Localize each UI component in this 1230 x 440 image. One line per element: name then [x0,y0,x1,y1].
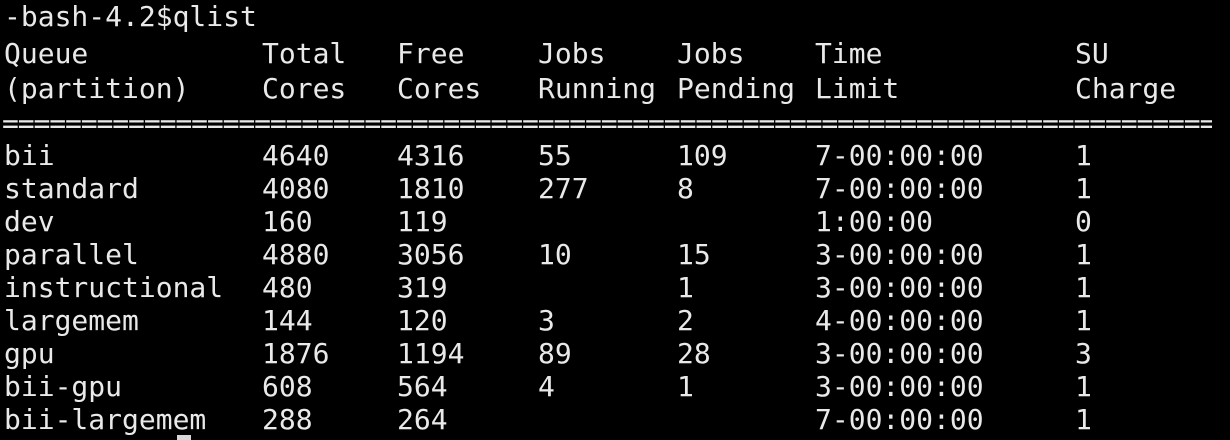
free-cores: 120 [397,304,448,337]
table-row: bii 4640 4316 55 109 7-00:00:00 1 [0,142,1230,176]
total-cores: 4880 [262,238,330,271]
time-limit: 7-00:00:00 [815,139,984,172]
free-cores: 264 [397,403,448,436]
queue-name: largemem [4,304,139,337]
header-limit: Limit [815,72,900,105]
time-limit: 1:00:00 [815,205,934,238]
header-partition: (partition) [4,72,190,105]
header-jobs-pending-top: Jobs [677,37,745,70]
table-row: bii-largemem 288 264 7-00:00:00 1 [0,406,1230,440]
total-cores: 1876 [262,337,330,370]
su-charge: 1 [1075,403,1092,436]
table-header-row-2: (partition) Cores Cores Running Pending … [0,75,1230,109]
header-cores-free: Cores [397,72,482,105]
time-limit: 4-00:00:00 [815,304,984,337]
queue-name: bii [4,139,55,172]
su-charge: 1 [1075,238,1092,271]
total-cores: 288 [262,403,313,436]
header-running: Running [538,72,657,105]
free-cores: 119 [397,205,448,238]
queue-name: dev [4,205,55,238]
jobs-running: 55 [538,139,572,172]
queue-name: parallel [4,238,139,271]
table-row: instructional 480 319 1 3-00:00:00 1 [0,274,1230,308]
jobs-pending: 2 [677,304,694,337]
jobs-running: 3 [538,304,555,337]
time-limit: 3-00:00:00 [815,271,984,304]
time-limit: 7-00:00:00 [815,172,984,205]
header-total: Total [262,37,347,70]
table-row: dev 160 119 1:00:00 0 [0,208,1230,242]
total-cores: 160 [262,205,313,238]
jobs-running: 277 [538,172,589,205]
su-charge: 0 [1075,205,1092,238]
jobs-pending: 28 [677,337,711,370]
total-cores: 144 [262,304,313,337]
jobs-pending: 8 [677,172,694,205]
su-charge: 1 [1075,370,1092,403]
queue-name: standard [4,172,139,205]
header-free: Free [397,37,465,70]
time-limit: 3-00:00:00 [815,337,984,370]
prompt-line: -bash-4.2$qlist [0,0,1230,34]
free-cores: 564 [397,370,448,403]
queue-name: gpu [4,337,55,370]
header-cores-total: Cores [262,72,347,105]
terminal-cursor[interactable] [177,435,191,440]
queue-name: instructional [4,271,224,304]
queue-name: bii-gpu [4,370,123,403]
free-cores: 4316 [397,139,465,172]
table-row: bii-gpu 608 564 4 1 3-00:00:00 1 [0,373,1230,407]
free-cores: 3056 [397,238,465,271]
free-cores: 319 [397,271,448,304]
table-row: largemem 144 120 3 2 4-00:00:00 1 [0,307,1230,341]
header-queue: Queue [4,37,89,70]
table-row: parallel 4880 3056 10 15 3-00:00:00 1 [0,241,1230,275]
su-charge: 1 [1075,271,1092,304]
table-header-row-1: Queue Total Free Jobs Jobs Time SU [0,40,1230,74]
queue-name: bii-largemem [4,403,207,436]
jobs-running: 10 [538,238,572,271]
jobs-pending: 1 [677,271,694,304]
command-prompt: -bash-4.2$qlist [4,0,257,33]
total-cores: 4640 [262,139,330,172]
header-su: SU [1075,37,1109,70]
jobs-pending: 109 [677,139,728,172]
jobs-pending: 1 [677,370,694,403]
time-limit: 3-00:00:00 [815,370,984,403]
su-charge: 3 [1075,337,1092,370]
total-cores: 4080 [262,172,330,205]
free-cores: 1194 [397,337,465,370]
header-charge: Charge [1075,72,1177,105]
su-charge: 1 [1075,139,1092,172]
su-charge: 1 [1075,304,1092,337]
header-time: Time [815,37,883,70]
table-row: standard 4080 1810 277 8 7-00:00:00 1 [0,175,1230,209]
time-limit: 7-00:00:00 [815,403,984,436]
header-jobs-running-top: Jobs [538,37,606,70]
header-separator: ========================================… [2,114,1212,134]
jobs-running: 89 [538,337,572,370]
free-cores: 1810 [397,172,465,205]
jobs-pending: 15 [677,238,711,271]
time-limit: 3-00:00:00 [815,238,984,271]
header-pending: Pending [677,72,796,105]
total-cores: 480 [262,271,313,304]
jobs-running: 4 [538,370,555,403]
su-charge: 1 [1075,172,1092,205]
table-row: gpu 1876 1194 89 28 3-00:00:00 3 [0,340,1230,374]
total-cores: 608 [262,370,313,403]
